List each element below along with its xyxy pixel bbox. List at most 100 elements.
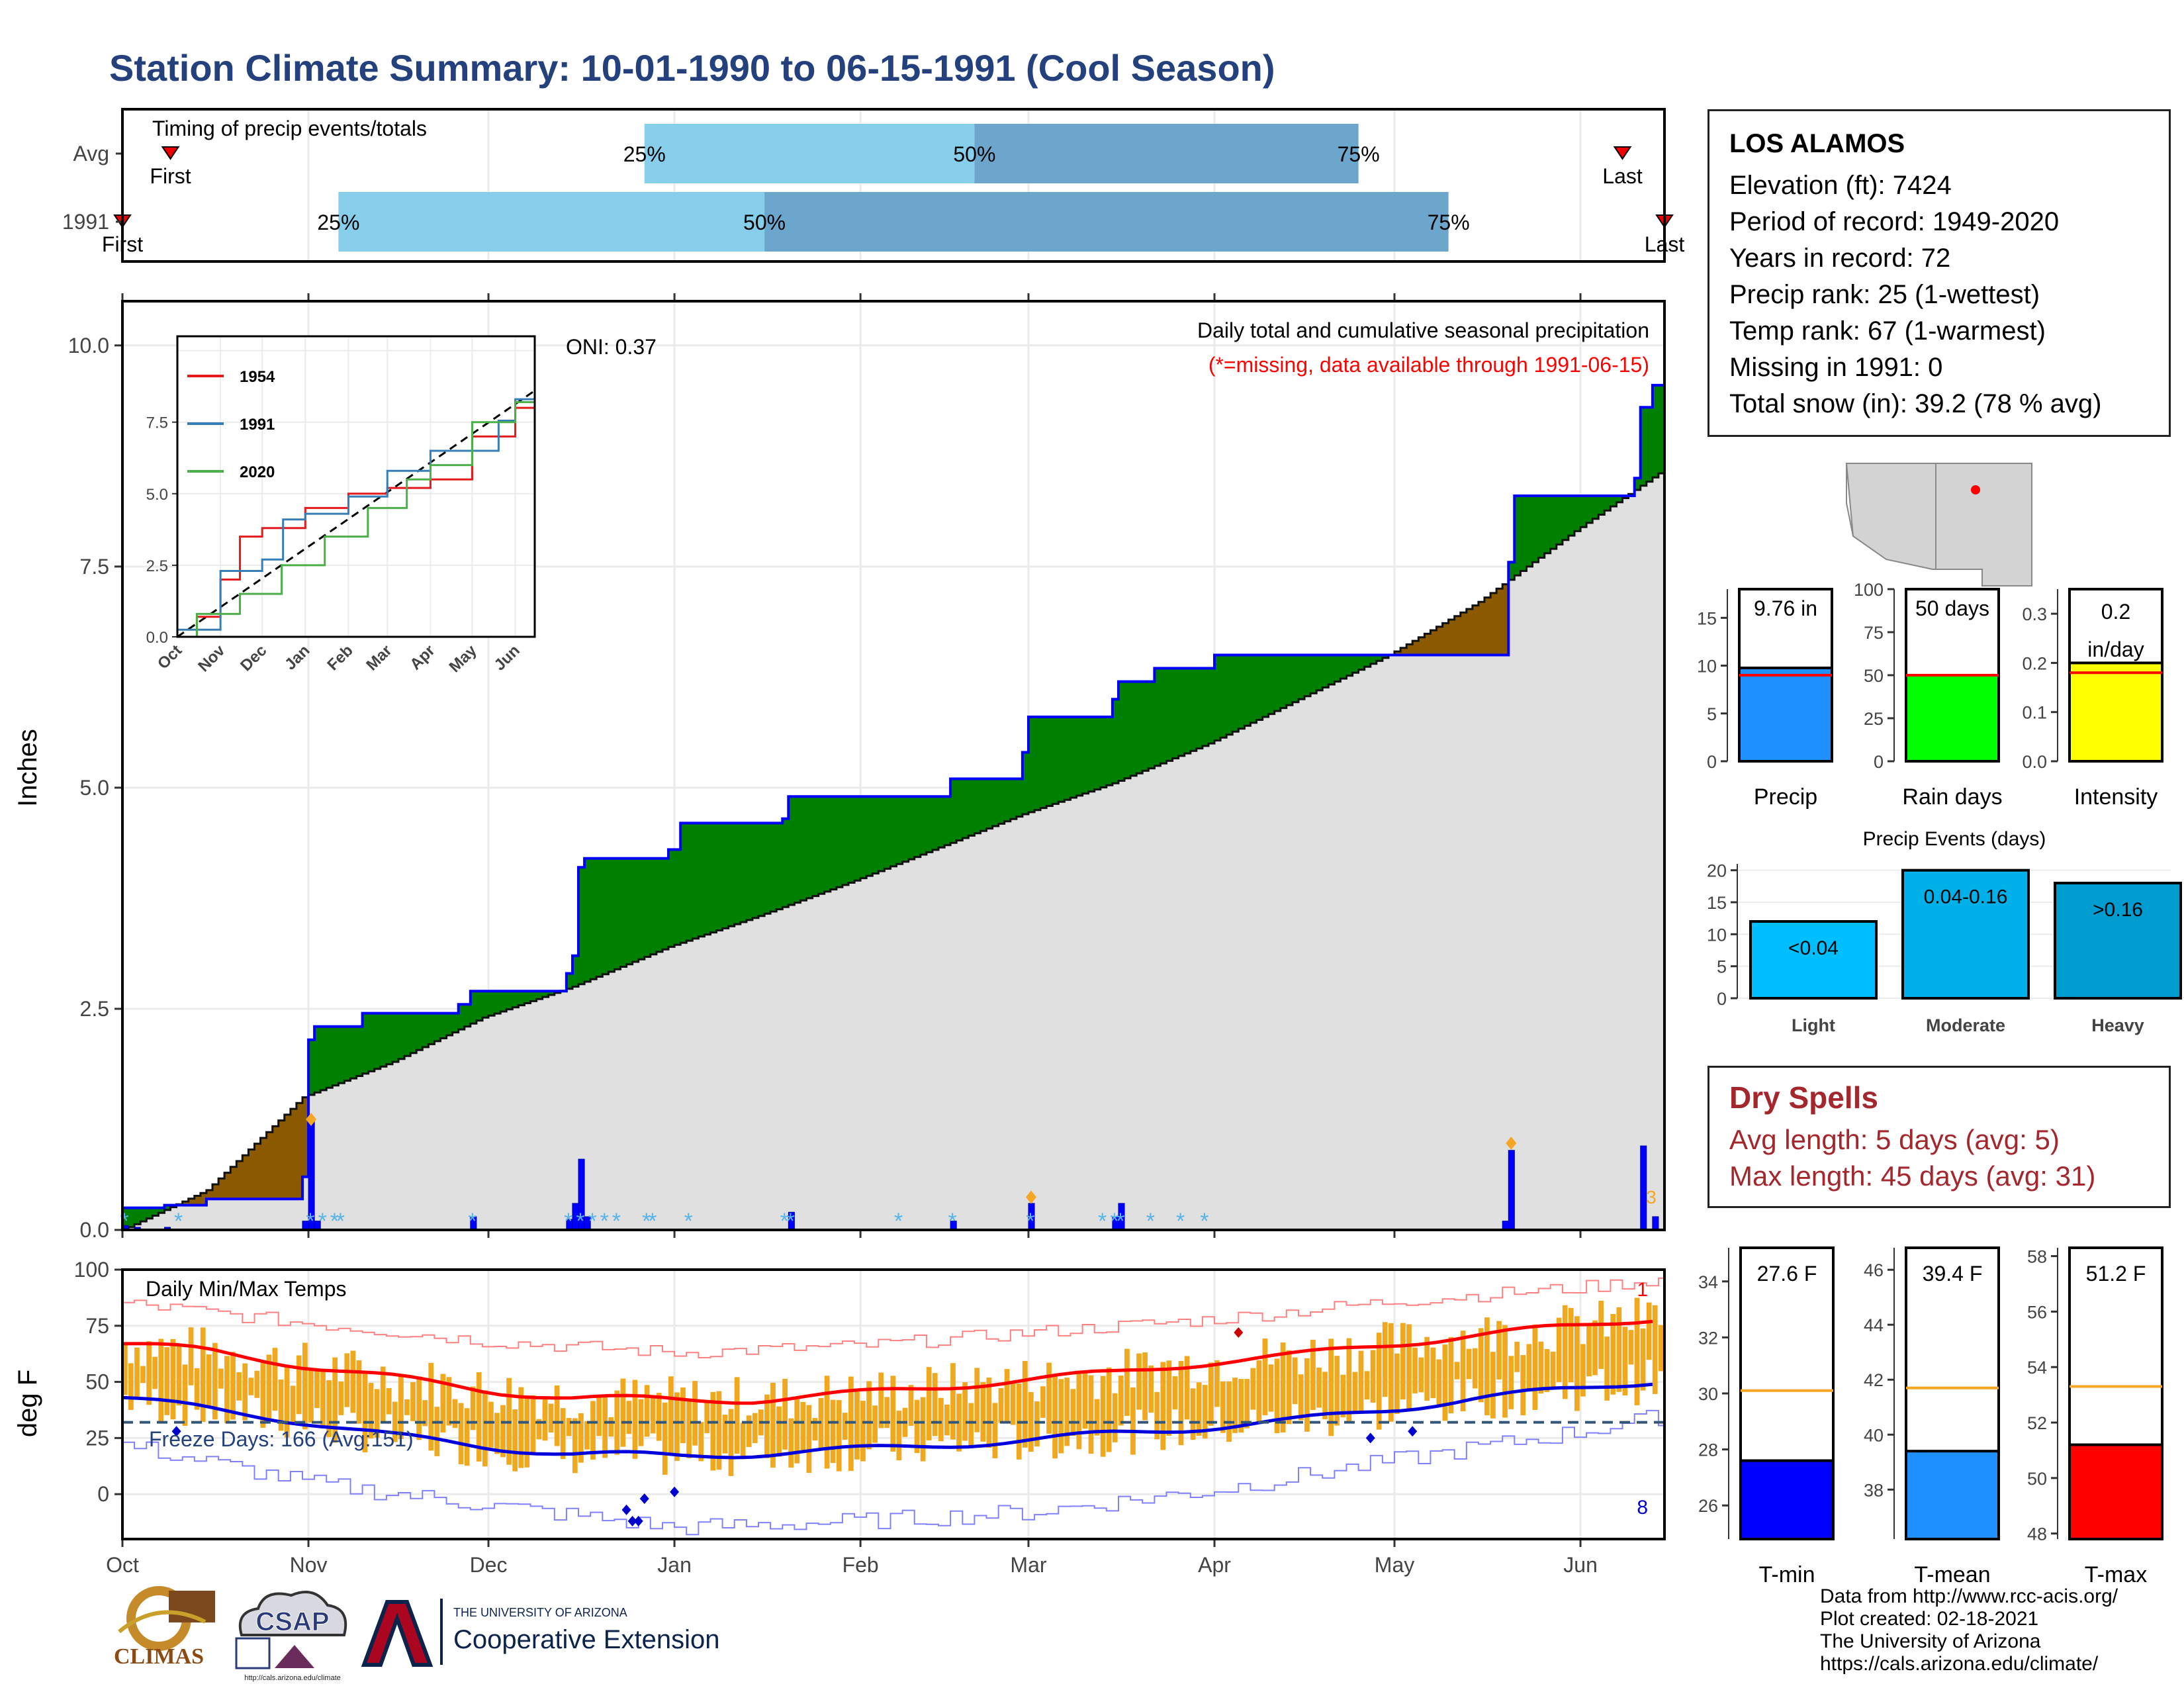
daily-temp-bar xyxy=(1040,1386,1046,1418)
inset-legend-label: 1954 xyxy=(240,368,275,386)
record-low-count: 8 xyxy=(1637,1497,1648,1519)
above-avg-area xyxy=(1136,681,1143,774)
missing-count-label: 3 xyxy=(1646,1187,1657,1207)
above-avg-area xyxy=(956,778,963,841)
daily-temp-bar xyxy=(182,1364,188,1426)
above-avg-area xyxy=(1214,655,1221,741)
daily-temp-bar xyxy=(1484,1317,1490,1416)
events-y-tick-label: 20 xyxy=(1707,861,1727,881)
season-rain-days-y-tick-label: 100 xyxy=(1854,580,1884,600)
daily-temp-bar xyxy=(1352,1372,1358,1414)
daily-temp-bar xyxy=(602,1397,608,1458)
event-bar-label: <0.04 xyxy=(1788,937,1839,959)
last-event-marker xyxy=(1613,146,1632,160)
inset-y-tick-label: 5.0 xyxy=(146,486,168,504)
above-avg-area xyxy=(1376,655,1383,661)
above-avg-area xyxy=(866,796,873,876)
above-avg-area xyxy=(1310,655,1317,694)
daily-temp-bar xyxy=(794,1398,800,1464)
daily-temp-bar xyxy=(380,1366,386,1423)
daily-temp-bar xyxy=(854,1391,860,1460)
above-avg-area xyxy=(734,823,741,925)
above-avg-area xyxy=(1118,681,1125,781)
snow-day-marker: * xyxy=(1110,1209,1118,1234)
above-avg-area xyxy=(668,849,675,947)
above-avg-area xyxy=(800,796,807,901)
daily-temp-bar xyxy=(746,1415,752,1447)
daily-temp-bar xyxy=(1562,1305,1568,1399)
daily-temp-bar xyxy=(236,1372,242,1401)
above-avg-area xyxy=(1346,655,1353,676)
below-avg-area xyxy=(1394,651,1401,655)
above-avg-area xyxy=(440,1013,447,1039)
dry-spells-max: Max length: 45 days (avg: 31) xyxy=(1729,1160,2096,1192)
above-avg-area xyxy=(1226,655,1233,735)
above-avg-area xyxy=(1142,681,1149,771)
above-avg-area xyxy=(1574,495,1581,532)
above-avg-area xyxy=(1034,717,1041,810)
daily-temp-bar xyxy=(1238,1379,1244,1433)
event-bar-label: >0.16 xyxy=(2093,899,2143,921)
station-location-dot xyxy=(1971,485,1980,494)
above-avg-area xyxy=(164,1205,171,1210)
daily-temp-bar xyxy=(452,1399,458,1429)
above-avg-area xyxy=(530,991,537,1002)
month-tick-label: Oct xyxy=(106,1553,139,1577)
season-precip-y-tick-label: 15 xyxy=(1697,608,1717,628)
daily-temp-bar xyxy=(1592,1320,1598,1376)
temp-t-mean-y-tick-label: 42 xyxy=(1864,1370,1884,1390)
below-avg-area xyxy=(1484,597,1491,655)
above-avg-area xyxy=(446,1013,453,1036)
above-avg-area xyxy=(848,796,855,883)
station-temp-rank: Temp rank: 67 (1-warmest) xyxy=(1729,316,2046,346)
daily-temp-bar xyxy=(830,1399,836,1464)
above-avg-area xyxy=(698,823,705,937)
above-avg-area xyxy=(986,778,993,829)
daily-temp-bar xyxy=(1328,1338,1334,1436)
above-avg-area xyxy=(398,1013,405,1059)
daily-temp-bar xyxy=(1082,1371,1088,1429)
daily-temp-bar xyxy=(1220,1381,1226,1433)
above-avg-area xyxy=(122,1207,129,1230)
above-avg-area xyxy=(1550,495,1557,549)
above-avg-area xyxy=(608,858,615,972)
daily-temp-bar xyxy=(776,1406,782,1457)
snow-day-marker: * xyxy=(306,1209,314,1234)
above-avg-area xyxy=(1094,717,1101,790)
season-rain-days-y-tick-label: 50 xyxy=(1864,666,1884,686)
daily-temp-bar xyxy=(1538,1341,1544,1394)
record-low-marker xyxy=(639,1493,649,1504)
daily-temp-bar xyxy=(524,1398,530,1468)
record-low-marker xyxy=(627,1515,637,1526)
daily-temp-bar xyxy=(1124,1348,1130,1417)
temp-t-max-box xyxy=(2068,1246,2163,1540)
month-tick-label: Nov xyxy=(290,1553,328,1577)
daily-temp-bar xyxy=(1520,1355,1526,1416)
above-avg-area xyxy=(1112,699,1119,784)
daily-temp-bar xyxy=(1454,1362,1460,1380)
daily-temp-bar xyxy=(1226,1381,1232,1442)
temp-y-axis-label: deg F xyxy=(13,1370,42,1437)
daily-temp-bar xyxy=(224,1356,230,1424)
above-avg-area xyxy=(1016,778,1023,817)
daily-temp-bar xyxy=(950,1363,956,1440)
below-avg-area xyxy=(200,1193,207,1205)
above-avg-area xyxy=(146,1207,153,1219)
above-avg-area xyxy=(788,796,796,905)
daily-temp-bar xyxy=(1022,1360,1028,1448)
season-rain-days-y-tick-label: 75 xyxy=(1864,623,1884,643)
daily-temp-bar xyxy=(1400,1323,1406,1400)
below-avg-area xyxy=(1418,637,1425,655)
below-avg-area xyxy=(212,1184,219,1199)
above-avg-area xyxy=(872,796,879,874)
normal-min-line xyxy=(122,1382,1653,1460)
above-avg-area xyxy=(1616,495,1623,502)
daily-temp-bar xyxy=(1418,1357,1424,1393)
daily-temp-bar xyxy=(1052,1376,1058,1459)
daily-temp-bar xyxy=(1100,1376,1106,1457)
daily-temp-bar xyxy=(872,1405,878,1443)
daily-temp-bar xyxy=(1568,1307,1574,1383)
daily-temp-bar xyxy=(680,1387,686,1444)
daily-temp-bar xyxy=(572,1418,578,1474)
above-avg-area xyxy=(314,1026,321,1093)
